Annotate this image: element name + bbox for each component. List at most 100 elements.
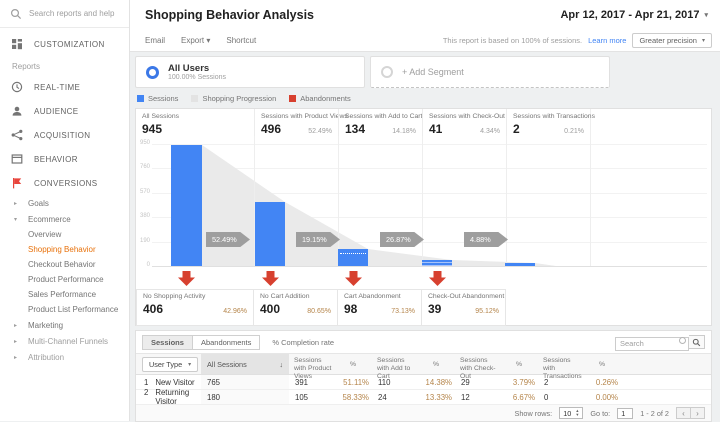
dimension-selector-user-type[interactable]: User Type ▾: [142, 357, 199, 372]
column-header-pct[interactable]: %: [349, 361, 357, 368]
table-search-input[interactable]: [615, 336, 689, 351]
abandonment-pct: 95.12%: [475, 308, 499, 315]
y-axis-tick: 760: [139, 164, 150, 170]
search-submit-button[interactable]: [689, 335, 705, 349]
sidebar-item-overview[interactable]: Overview: [0, 227, 129, 242]
sidebar-item-shopping-behavior[interactable]: Shopping Behavior: [0, 242, 129, 257]
sidebar-item-product-performance[interactable]: Product Performance: [0, 272, 129, 287]
column-divider: [338, 109, 339, 266]
cell-check-out: 12: [461, 392, 470, 402]
sidebar-search[interactable]: [0, 0, 129, 28]
person-icon: [12, 106, 22, 116]
row-index: 2: [144, 388, 149, 397]
page-icon: [11, 154, 23, 164]
column-divider: [590, 109, 591, 266]
nav-label: Sales Performance: [28, 290, 97, 299]
sidebar-item-customization[interactable]: CUSTOMIZATION: [0, 34, 129, 54]
tab-abandonments[interactable]: Abandonments: [191, 334, 261, 350]
sidebar-item-attribution[interactable]: ▸ Attribution: [0, 349, 129, 365]
cell-pct: 0.26%: [595, 377, 618, 387]
date-range-selector[interactable]: Apr 12, 2017 - Apr 21, 2017 ▾: [560, 9, 708, 21]
abandonment-value: 98: [344, 302, 358, 316]
gridline: [152, 144, 707, 145]
nav-label: Product List Performance: [28, 305, 119, 314]
rows-per-page-select[interactable]: 10 ▲ ▼: [559, 407, 584, 419]
y-axis-tick: 570: [139, 189, 150, 195]
cell-product-views: 105: [295, 392, 309, 402]
bar-product-views[interactable]: [255, 202, 285, 266]
gridline: [152, 168, 707, 169]
page-title: Shopping Behavior Analysis: [145, 8, 315, 22]
sidebar-item-checkout-behavior[interactable]: Checkout Behavior: [0, 257, 129, 272]
shortcut-button[interactable]: Shortcut: [226, 36, 257, 45]
bar-add-to-cart[interactable]: [338, 249, 368, 266]
progression-chip-3: 26.87%: [380, 232, 424, 247]
table-row[interactable]: 1 New Visitor 765 391 51.11% 110 14.38% 2…: [136, 375, 711, 390]
progression-chip-4: 4.88%: [464, 232, 508, 247]
precision-button[interactable]: Greater precision ▾: [632, 33, 712, 48]
column-header-pct[interactable]: %: [598, 361, 606, 368]
nav-label: Attribution: [28, 352, 65, 362]
column-header-all-sessions[interactable]: All Sessions ↓: [201, 354, 289, 374]
step-title: Sessions with Transactions: [513, 113, 595, 120]
nav-label: CONVERSIONS: [34, 178, 98, 188]
legend-label: Shopping Progression: [202, 94, 277, 103]
bar-all-sessions[interactable]: [171, 145, 202, 266]
previous-page-button[interactable]: ‹: [676, 407, 691, 419]
sidebar-item-acquisition[interactable]: ACQUISITION: [0, 123, 129, 147]
y-axis-tick: 190: [139, 238, 150, 244]
sidebar-item-audience[interactable]: AUDIENCE: [0, 99, 129, 123]
chart-legend: Sessions Shopping Progression Abandonmen…: [137, 92, 712, 105]
cell-pct: 58.33%: [342, 392, 369, 402]
sidebar-item-sales-performance[interactable]: Sales Performance: [0, 287, 129, 302]
legend-item-abandonments: Abandonments: [289, 94, 351, 103]
column-header-check-out[interactable]: Sessions with Check-Out: [460, 357, 496, 381]
sidebar-item-real-time[interactable]: REAL-TIME: [0, 75, 129, 99]
sidebar-item-product-list-performance[interactable]: Product List Performance: [0, 302, 129, 317]
y-axis-tick: 380: [139, 213, 150, 219]
cell-pct: 3.79%: [512, 377, 535, 387]
abandonment-cart-abandonment: Cart Abandonment 98 73.13%: [337, 289, 422, 326]
sidebar-item-multi-channel-funnels[interactable]: ▸ Multi-Channel Funnels: [0, 333, 129, 349]
nav-label: AUDIENCE: [34, 106, 79, 116]
segment-detail: 100.00% Sessions: [168, 74, 226, 82]
table-row[interactable]: 2 Returning Visitor 180 105 58.33% 24 13.…: [136, 388, 711, 406]
bar-check-out[interactable]: [422, 260, 452, 266]
abandonment-value: 406: [143, 302, 164, 316]
goto-page-input[interactable]: [617, 407, 634, 419]
add-segment-button[interactable]: + Add Segment: [370, 56, 610, 88]
gridline: [152, 217, 707, 218]
search-input[interactable]: [29, 9, 124, 18]
step-value: 2: [513, 122, 520, 136]
column-header-product-views[interactable]: Sessions with Product Views: [294, 357, 332, 381]
column-header-transactions[interactable]: Sessions with Transactions: [543, 357, 582, 381]
chevron-right-icon: ▸: [14, 354, 18, 361]
sidebar-item-conversions[interactable]: CONVERSIONS: [0, 171, 129, 195]
step-pct: 52.49%: [308, 128, 332, 135]
sidebar-item-ecommerce[interactable]: ▾ Ecommerce: [0, 211, 129, 227]
date-range-label: Apr 12, 2017 - Apr 21, 2017: [560, 9, 700, 21]
column-header-add-to-cart[interactable]: Sessions with Add to Cart: [377, 357, 411, 381]
column-header-pct[interactable]: %: [432, 361, 440, 368]
advanced-search-icon[interactable]: [679, 336, 686, 344]
next-page-button[interactable]: ›: [690, 407, 705, 419]
column-header-pct[interactable]: %: [515, 361, 523, 368]
export-button[interactable]: Export ▾: [181, 36, 210, 45]
completion-rate-toggle[interactable]: % Completion rate: [272, 337, 335, 347]
learn-more-link[interactable]: Learn more: [588, 36, 627, 45]
segment-all-users[interactable]: All Users 100.00% Sessions: [135, 56, 365, 88]
nav-label: BEHAVIOR: [34, 154, 78, 164]
bar-transactions[interactable]: [505, 263, 535, 266]
sidebar-item-goals[interactable]: ▸ Goals: [0, 195, 129, 211]
tab-sessions[interactable]: Sessions: [142, 334, 193, 350]
shopping-progression-area: [202, 145, 556, 266]
sidebar-item-marketing[interactable]: ▸ Marketing: [0, 317, 129, 333]
rows-per-page-value: 10: [563, 408, 572, 418]
reports-section-label: Reports: [12, 62, 41, 71]
segment-donut-empty-icon: [381, 66, 393, 78]
sidebar-item-behavior[interactable]: BEHAVIOR: [0, 147, 129, 171]
email-button[interactable]: Email: [145, 36, 166, 45]
legend-swatch-gray: [191, 95, 199, 102]
abandonment-title: No Shopping Activity: [143, 293, 206, 300]
step-title: Sessions with Check-Out: [429, 113, 505, 120]
